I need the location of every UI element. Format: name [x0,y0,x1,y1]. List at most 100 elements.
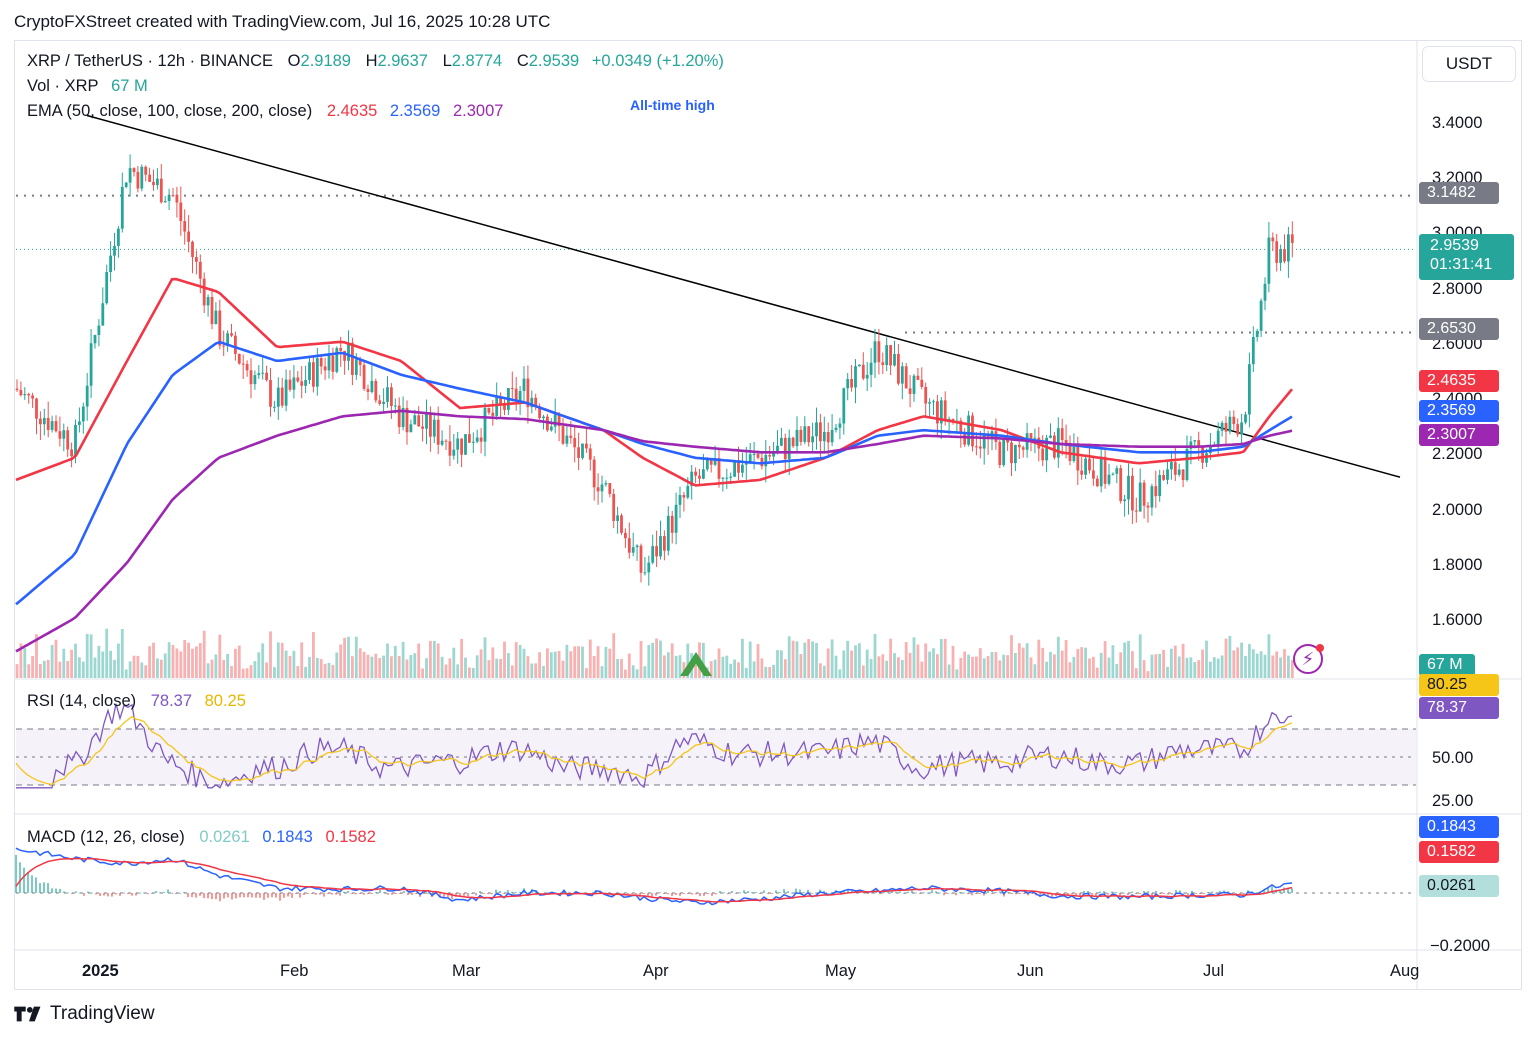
candle-body [31,395,34,399]
candle-body [97,325,101,335]
candle-body [432,419,436,437]
macd-histogram-bar [731,890,733,893]
volume-bar [1060,650,1064,678]
macd-histogram-bar [483,893,485,894]
volume-bar [218,634,222,678]
candle-body [429,412,432,437]
macd-histogram-bar [183,891,185,893]
candle-body [978,446,982,449]
candle-body [1006,439,1009,443]
macd-label[interactable]: MACD (12, 26, close) [27,828,185,846]
candle-body [889,345,892,366]
macd-histogram-bar [87,891,89,893]
volume-bar [499,658,502,678]
macd-histogram-bar [239,893,241,898]
macd-signal-axis-label: 0.1582 [1419,841,1499,863]
volume-bar [514,642,518,678]
volume-bar [362,651,366,678]
volume-bar [1072,656,1076,678]
symbol-label[interactable]: XRP / TetherUS · 12h · BINANCE [27,52,274,70]
macd-histogram-bar [827,892,829,894]
candle-body [401,407,405,428]
rsi-label[interactable]: RSI (14, close) [27,692,137,710]
volume-bar [900,659,904,678]
candle-body [1154,486,1158,497]
volume-bar [702,642,705,678]
volume-bar [1123,642,1126,678]
macd-histogram-bar [1075,893,1077,896]
open-value: 2.9189 [300,52,351,70]
volume-bar [195,646,198,678]
macd-histogram-bar [943,893,945,896]
volume-bar [795,641,799,678]
date-tick: Aug [1390,962,1420,980]
volume-bar [1189,657,1193,678]
volume-bar [288,655,292,678]
macd-histogram-bar [1183,892,1185,894]
macd-histogram-bar [407,893,409,895]
volume-bar [19,643,23,678]
candle-body [1142,482,1146,506]
volume-bar [733,659,736,678]
price-tick: 2.2000 [1432,445,1483,463]
volume-bar [304,666,307,678]
candle-body [518,390,522,402]
candle-body [327,355,331,371]
volume-bar [101,651,105,678]
volume-bar [865,649,869,678]
volume-bar [955,669,959,678]
candle-body [253,375,257,385]
macd-histogram-bar [499,890,501,893]
volume-label[interactable]: Vol · XRP [27,77,99,95]
candle-body [799,429,803,442]
macd-histogram-bar [403,891,405,893]
macd-histogram-bar [43,882,45,893]
candle-body [1092,470,1095,479]
volume-bar [312,632,315,678]
macd-histogram-bar [1171,893,1173,895]
candle-body [975,446,978,448]
volume-bar [1107,657,1111,678]
candle-body [1248,364,1251,415]
candle-body [620,515,623,533]
macd-histogram-bar [207,893,209,899]
volume-bar [50,644,54,678]
tradingview-footer[interactable]: TradingView [14,1003,155,1025]
ema-label[interactable]: EMA (50, close, 100, close, 200, close) [27,102,313,120]
candle-body [101,303,105,326]
candle-body [1107,474,1111,484]
macd-histogram-bar [791,892,793,894]
macd-histogram-bar [1071,893,1073,894]
volume-bar [261,643,265,678]
candle-body [729,476,733,478]
volume-bar [308,656,311,678]
volume-bar [1056,636,1060,678]
candle-body [663,536,666,551]
volume-bar [737,662,740,678]
candle-body [631,547,635,553]
macd-histogram-bar [715,893,717,895]
price-tick: 1.8000 [1432,556,1483,574]
currency-selector[interactable]: USDT [1422,46,1516,82]
candle-body [588,448,592,460]
volume-bar [269,631,272,678]
candle-body [78,421,81,425]
volume-bar [951,645,955,678]
volume-bar [152,642,155,678]
macd-histogram-bar [295,893,297,894]
volume-bar [226,653,229,678]
candle-body [1232,416,1236,425]
macd-histogram-bar [887,892,889,894]
candle-body [425,412,428,429]
candle-body [464,434,467,455]
volume-bar [947,664,951,678]
volume-bar [1021,647,1025,678]
macd-histogram-bar [359,893,361,894]
macd-hist-value: 0.0261 [199,828,250,846]
candle-body [569,435,573,438]
volume-bar [78,657,81,678]
candle-body [245,364,249,371]
alert-lightning-icon[interactable]: ⚡ [1293,644,1323,674]
volume-bar [464,657,467,678]
